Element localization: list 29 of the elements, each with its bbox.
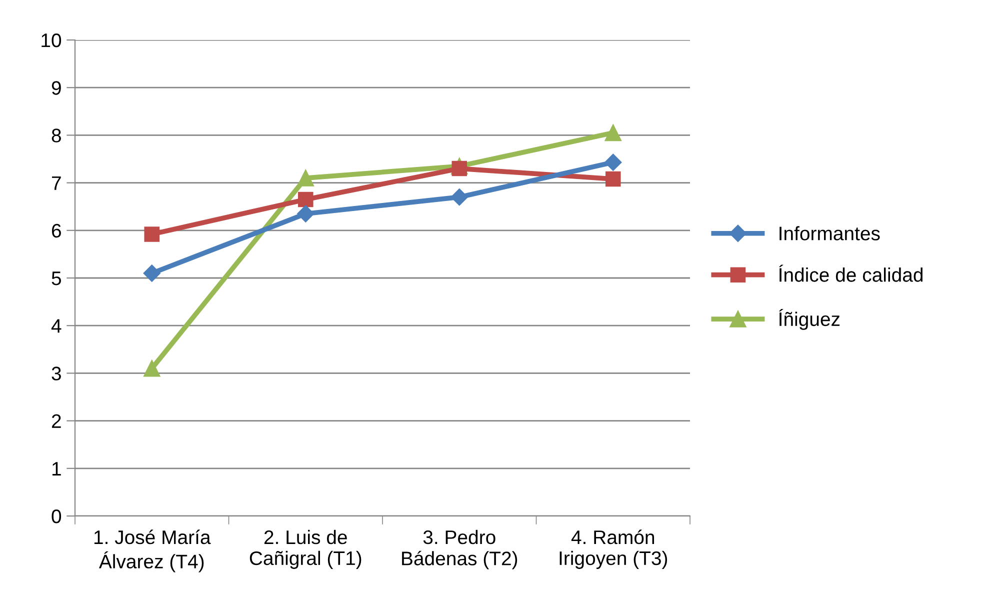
- point: [297, 170, 314, 186]
- point: [450, 188, 468, 206]
- point: [605, 171, 621, 187]
- y-tick-label: 0: [52, 509, 62, 524]
- point: [144, 226, 160, 242]
- legend-label: Informantes: [780, 226, 880, 240]
- point: [452, 160, 468, 176]
- y-tick-label: 8: [52, 128, 61, 142]
- x-tick-label: 2. Luis de Cañigral (T1): [250, 530, 362, 569]
- y-tick-label: 5: [52, 272, 61, 286]
- y-tick-label: 7: [52, 176, 61, 190]
- x-tick-label: 1. José María Álvarez (T4): [94, 530, 211, 572]
- y-tick-label: 2: [52, 414, 61, 428]
- x-tick-label: 3. Pedro Bádenas (T2): [402, 530, 518, 570]
- point: [144, 360, 160, 377]
- point: [143, 264, 160, 282]
- legend-label: Índice de calidad: [779, 264, 922, 282]
- y-tick-label: 4: [51, 319, 62, 333]
- y-tick-label: 1: [52, 462, 61, 476]
- x-tick-label: 4. Ramón Irigoyen (T3): [560, 530, 668, 569]
- y-tick-label: 9: [52, 81, 61, 95]
- y-tick-label: 10: [42, 33, 62, 48]
- point: [604, 154, 622, 171]
- y-tick-label: 3: [52, 366, 61, 380]
- legend-label: Íñiguez: [779, 309, 840, 330]
- point: [298, 192, 314, 208]
- point: [297, 205, 314, 222]
- y-tick-label: 6: [52, 224, 61, 238]
- point: [604, 124, 622, 142]
